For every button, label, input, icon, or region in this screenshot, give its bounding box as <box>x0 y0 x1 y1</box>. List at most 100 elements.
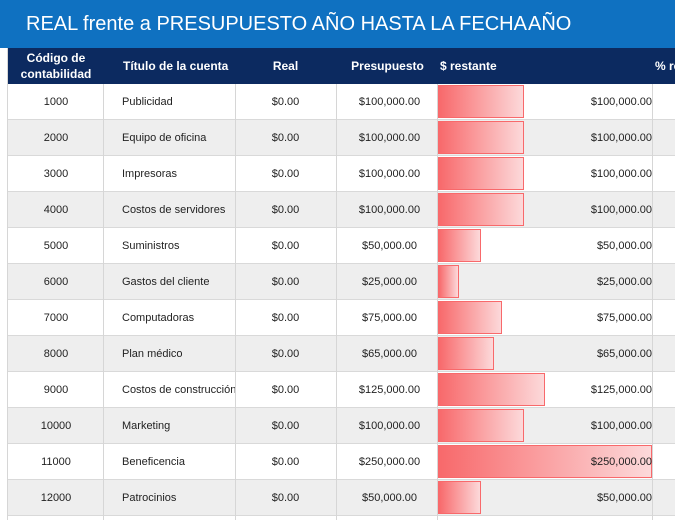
account-title-cell[interactable]: Beneficencia <box>122 456 185 468</box>
budget-cell[interactable]: $50,000.00 <box>361 492 418 504</box>
actual-cell[interactable]: $0.00 <box>271 492 300 504</box>
remaining-databar <box>438 337 494 370</box>
remaining-cell[interactable]: $100,000.00 <box>590 96 652 108</box>
remaining-cell[interactable]: $100,000.00 <box>590 420 652 432</box>
budget-cell[interactable]: $50,000.00 <box>361 240 418 252</box>
col-divider <box>103 84 104 520</box>
header-code[interactable]: Código de contabilidad <box>20 51 92 81</box>
budget-cell[interactable]: $65,000.00 <box>361 348 418 360</box>
account-code-cell[interactable]: 6000 <box>43 276 69 288</box>
remaining-databar <box>438 409 524 442</box>
account-code-cell[interactable]: 8000 <box>43 348 69 360</box>
account-title-cell[interactable]: Computadoras <box>122 312 195 324</box>
header-actual[interactable]: Real <box>272 59 299 73</box>
remaining-databar <box>438 301 502 334</box>
account-code-cell[interactable]: 11000 <box>41 456 71 468</box>
actual-cell[interactable]: $0.00 <box>271 276 300 288</box>
account-code-cell[interactable]: 2000 <box>43 132 69 144</box>
remaining-cell[interactable]: $25,000.00 <box>596 276 652 288</box>
remaining-databar <box>438 193 524 226</box>
actual-cell[interactable]: $0.00 <box>271 348 300 360</box>
table-row[interactable]: 6000 Gastos del cliente $0.00 $25,000.00 $25… <box>8 264 675 300</box>
budget-cell[interactable]: $100,000.00 <box>358 420 421 432</box>
account-code-cell[interactable]: 5000 <box>43 240 69 252</box>
account-code-cell[interactable]: 12000 <box>40 492 72 504</box>
actual-cell[interactable]: $0.00 <box>271 384 300 396</box>
budget-cell[interactable]: $125,000.00 <box>358 384 421 396</box>
account-code-cell[interactable]: 7000 <box>43 312 69 324</box>
budget-cell[interactable]: $250,000.00 <box>358 456 421 468</box>
table-header: Código de contabilidad Título de la cuen… <box>8 48 675 84</box>
actual-cell[interactable]: $0.00 <box>271 312 300 324</box>
remaining-cell[interactable]: $50,000.00 <box>596 492 652 504</box>
budget-table-body: 1000 Publicidad $0.00 $100,000.00 $100,000.0… <box>8 84 675 516</box>
remaining-cell[interactable]: $65,000.00 <box>596 348 652 360</box>
remaining-databar <box>438 229 481 262</box>
actual-cell[interactable]: $0.00 <box>271 456 300 468</box>
actual-cell[interactable]: $0.00 <box>271 168 300 180</box>
table-row[interactable]: 1000 Publicidad $0.00 $100,000.00 $100,000.0… <box>8 84 675 120</box>
remaining-databar <box>438 157 524 190</box>
budget-cell[interactable]: $100,000.00 <box>358 96 421 108</box>
account-title-cell[interactable]: Publicidad <box>122 96 173 108</box>
col-divider <box>336 84 337 520</box>
remaining-cell[interactable]: $100,000.00 <box>590 132 652 144</box>
account-title-cell[interactable]: Costos de construcción <box>122 384 237 396</box>
account-code-cell[interactable]: 9000 <box>43 384 69 396</box>
table-row[interactable]: 3000 Impresoras $0.00 $100,000.00 $100,000.0… <box>8 156 675 192</box>
remaining-databar <box>438 85 524 118</box>
table-row[interactable]: 12000 Patrocinios $0.00 $50,000.00 $50,000.0… <box>8 480 675 516</box>
report-period: AÑO <box>528 13 572 35</box>
remaining-databar <box>438 121 524 154</box>
remaining-cell[interactable]: $250,000.00 <box>590 456 652 468</box>
col-divider <box>652 84 653 520</box>
account-title-cell[interactable]: Marketing <box>122 420 171 432</box>
account-title-cell[interactable]: Costos de servidores <box>122 204 226 216</box>
account-title-cell[interactable]: Equipo de oficina <box>122 132 207 144</box>
remaining-cell[interactable]: $50,000.00 <box>596 240 652 252</box>
account-code-cell[interactable]: 1000 <box>43 96 69 108</box>
table-row[interactable]: 2000 Equipo de oficina $0.00 $100,000.00 $10… <box>8 120 675 156</box>
remaining-databar <box>438 265 459 298</box>
header-budget[interactable]: Presupuesto <box>351 59 424 73</box>
actual-cell[interactable]: $0.00 <box>271 132 300 144</box>
table-row[interactable]: 10000 Marketing $0.00 $100,000.00 $100,000.0… <box>8 408 675 444</box>
budget-cell[interactable]: $100,000.00 <box>358 132 421 144</box>
col-divider <box>235 84 236 520</box>
remaining-cell[interactable]: $75,000.00 <box>596 312 652 324</box>
header-account[interactable]: Título de la cuenta <box>123 59 229 73</box>
account-title-cell[interactable]: Impresoras <box>122 168 178 180</box>
actual-cell[interactable]: $0.00 <box>271 204 300 216</box>
account-title-cell[interactable]: Patrocinios <box>122 492 177 504</box>
budget-cell[interactable]: $100,000.00 <box>358 204 421 216</box>
table-row[interactable]: 7000 Computadoras $0.00 $75,000.00 $75,000.0… <box>8 300 675 336</box>
budget-cell[interactable]: $100,000.00 <box>358 168 421 180</box>
account-code-cell[interactable]: 4000 <box>43 204 69 216</box>
account-code-cell[interactable]: 10000 <box>40 420 72 432</box>
account-title-cell[interactable]: Gastos del cliente <box>122 276 210 288</box>
report-title-bar: REAL frente a PRESUPUESTO AÑO HASTA LA F… <box>0 0 675 48</box>
table-row[interactable]: 8000 Plan médico $0.00 $65,000.00 $65,000.00 <box>8 336 675 372</box>
actual-cell[interactable]: $0.00 <box>271 420 300 432</box>
grid-left-edge <box>7 48 8 520</box>
header-pct-remaining[interactable]: % re <box>655 59 675 73</box>
account-title-cell[interactable]: Plan médico <box>122 348 183 360</box>
table-row[interactable]: 9000 Costos de construcción $0.00 $125,000.… <box>8 372 675 408</box>
budget-cell[interactable]: $25,000.00 <box>361 276 418 288</box>
table-row[interactable]: 4000 Costos de servidores $0.00 $100,000.00… <box>8 192 675 228</box>
budget-cell[interactable]: $75,000.00 <box>361 312 418 324</box>
account-title-cell[interactable]: Suministros <box>122 240 180 252</box>
remaining-cell[interactable]: $100,000.00 <box>590 168 652 180</box>
actual-cell[interactable]: $0.00 <box>271 96 300 108</box>
col-divider <box>437 84 438 520</box>
table-row[interactable]: 5000 Suministros $0.00 $50,000.00 $50,000.00 <box>8 228 675 264</box>
remaining-databar <box>438 373 545 406</box>
remaining-cell[interactable]: $125,000.00 <box>590 384 652 396</box>
header-remaining[interactable]: $ restante <box>440 59 497 73</box>
table-row[interactable]: 11000 Beneficencia $0.00 $250,000.00 $250,00… <box>8 444 675 480</box>
account-code-cell[interactable]: 3000 <box>43 168 69 180</box>
remaining-cell[interactable]: $100,000.00 <box>590 204 652 216</box>
remaining-databar <box>438 445 652 478</box>
actual-cell[interactable]: $0.00 <box>271 240 300 252</box>
report-title: REAL frente a PRESUPUESTO AÑO HASTA LA F… <box>26 13 527 35</box>
